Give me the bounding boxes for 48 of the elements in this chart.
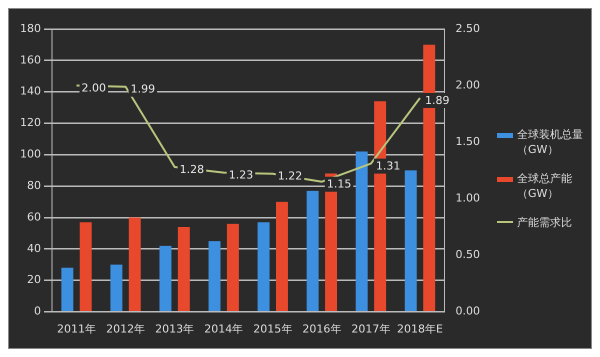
data-label: 1.28	[180, 162, 204, 176]
bar	[258, 222, 270, 311]
data-label: 1.23	[228, 168, 254, 182]
y-tick-label: 100	[20, 147, 41, 160]
bar	[306, 190, 319, 311]
x-tick-label: 2012年	[106, 322, 146, 335]
x-tick-label: 2011年	[57, 322, 96, 335]
x-tick-label: 2014年	[204, 322, 244, 335]
bar	[276, 201, 288, 311]
y-tick-label: 0	[34, 304, 41, 318]
data-label: 1.31	[376, 158, 400, 172]
data-label: 1.22	[278, 169, 302, 182]
legend-label: 全球装机总量（GW）	[517, 127, 583, 157]
x-tick-label: 2016年	[302, 322, 342, 335]
y-tick-label: 120	[20, 116, 41, 129]
bar	[178, 226, 190, 311]
bar	[208, 240, 220, 311]
bar	[80, 222, 92, 311]
y2-tick-label: 0.00	[456, 304, 480, 318]
data-label: 2.00	[82, 80, 106, 94]
bar	[404, 170, 417, 311]
bar	[226, 223, 239, 311]
y2-tick-label: 1.50	[456, 134, 480, 148]
x-tick-label: 2013年	[155, 322, 194, 335]
x-tick-label: 2015年	[253, 322, 292, 335]
y-tick-label: 20	[26, 272, 41, 286]
y2-tick-label: 2.50	[456, 21, 480, 34]
y2-tick-label: 2.00	[456, 78, 480, 91]
data-label: 1.89	[424, 93, 450, 106]
y-tick-label: 160	[20, 52, 41, 66]
y-tick-label: 80	[26, 178, 41, 192]
data-label: 1.15	[326, 177, 352, 190]
y2-tick-label: 0.50	[456, 248, 480, 261]
x-tick-label: 2017年	[351, 322, 390, 335]
x-tick-label: 2018年E	[397, 322, 443, 335]
y-tick-label: 180	[20, 21, 41, 34]
bar	[110, 264, 122, 311]
y-tick-label: 40	[26, 241, 41, 254]
bar	[61, 267, 74, 311]
bar	[128, 217, 141, 311]
bar	[356, 151, 368, 311]
y2-tick-label: 1.00	[456, 191, 480, 204]
y-tick-label: 60	[26, 210, 41, 223]
data-label: 1.99	[130, 82, 156, 96]
y-tick-label: 140	[20, 84, 41, 98]
legend-label: 全球总产能（GW）	[517, 171, 573, 201]
legend-label: 产能需求比	[517, 215, 572, 230]
bar	[159, 245, 172, 311]
